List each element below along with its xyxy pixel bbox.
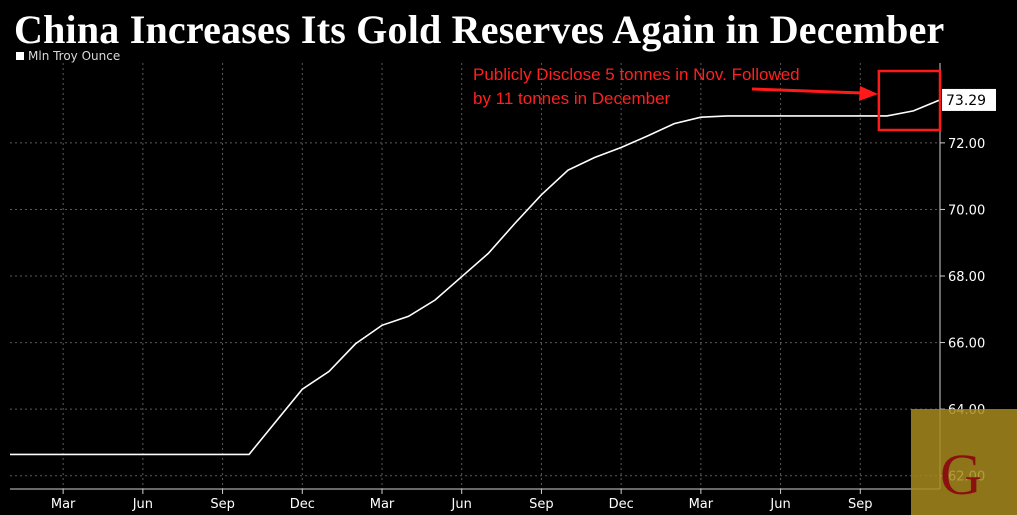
annotation-line-2: by 11 tonnes in December [473, 89, 671, 108]
y-tick-label: 66.00 [948, 337, 985, 352]
x-axis-ticks: Mar Jun Sep Dec Mar Jun Sep Dec Mar Jun Sep [51, 489, 873, 512]
legend-label: Mln Troy Ounce [28, 49, 121, 63]
y-tick-label: 70.00 [948, 203, 985, 218]
legend-swatch [16, 52, 24, 60]
last-value-label: 73.29 [946, 93, 986, 109]
logo: G [940, 442, 982, 507]
annotation-arrow [751, 87, 863, 95]
x-tick-label: Sep [529, 497, 554, 512]
x-tick-label: Dec [290, 497, 315, 512]
x-tick-label: Dec [609, 497, 634, 512]
chart-title: China Increases Its Gold Reserves Again … [14, 7, 945, 52]
logo-background [911, 409, 1017, 515]
annotation-arrow-head [859, 86, 878, 101]
x-tick-label: Mar [370, 497, 395, 512]
vertical-grid [62, 63, 861, 489]
horizontal-grid [10, 142, 940, 477]
highlight-box [877, 69, 942, 132]
last-value-label-box [942, 88, 996, 111]
series-line [10, 99, 941, 456]
x-tick-label: Mar [51, 497, 76, 512]
y-tick-label: 72.00 [948, 137, 985, 152]
legend: Mln Troy Ounce [16, 49, 120, 63]
x-tick-label: Jun [132, 497, 153, 512]
x-tick-label: Sep [848, 497, 873, 512]
x-tick-label: Mar [689, 497, 714, 512]
x-tick-label: Jun [451, 497, 472, 512]
x-tick-label: Sep [210, 497, 235, 512]
annotation-line-1: Publicly Disclose 5 tonnes in Nov. Follo… [473, 65, 800, 84]
x-tick-label: Jun [769, 497, 790, 512]
y-tick-label: 68.00 [948, 270, 985, 285]
